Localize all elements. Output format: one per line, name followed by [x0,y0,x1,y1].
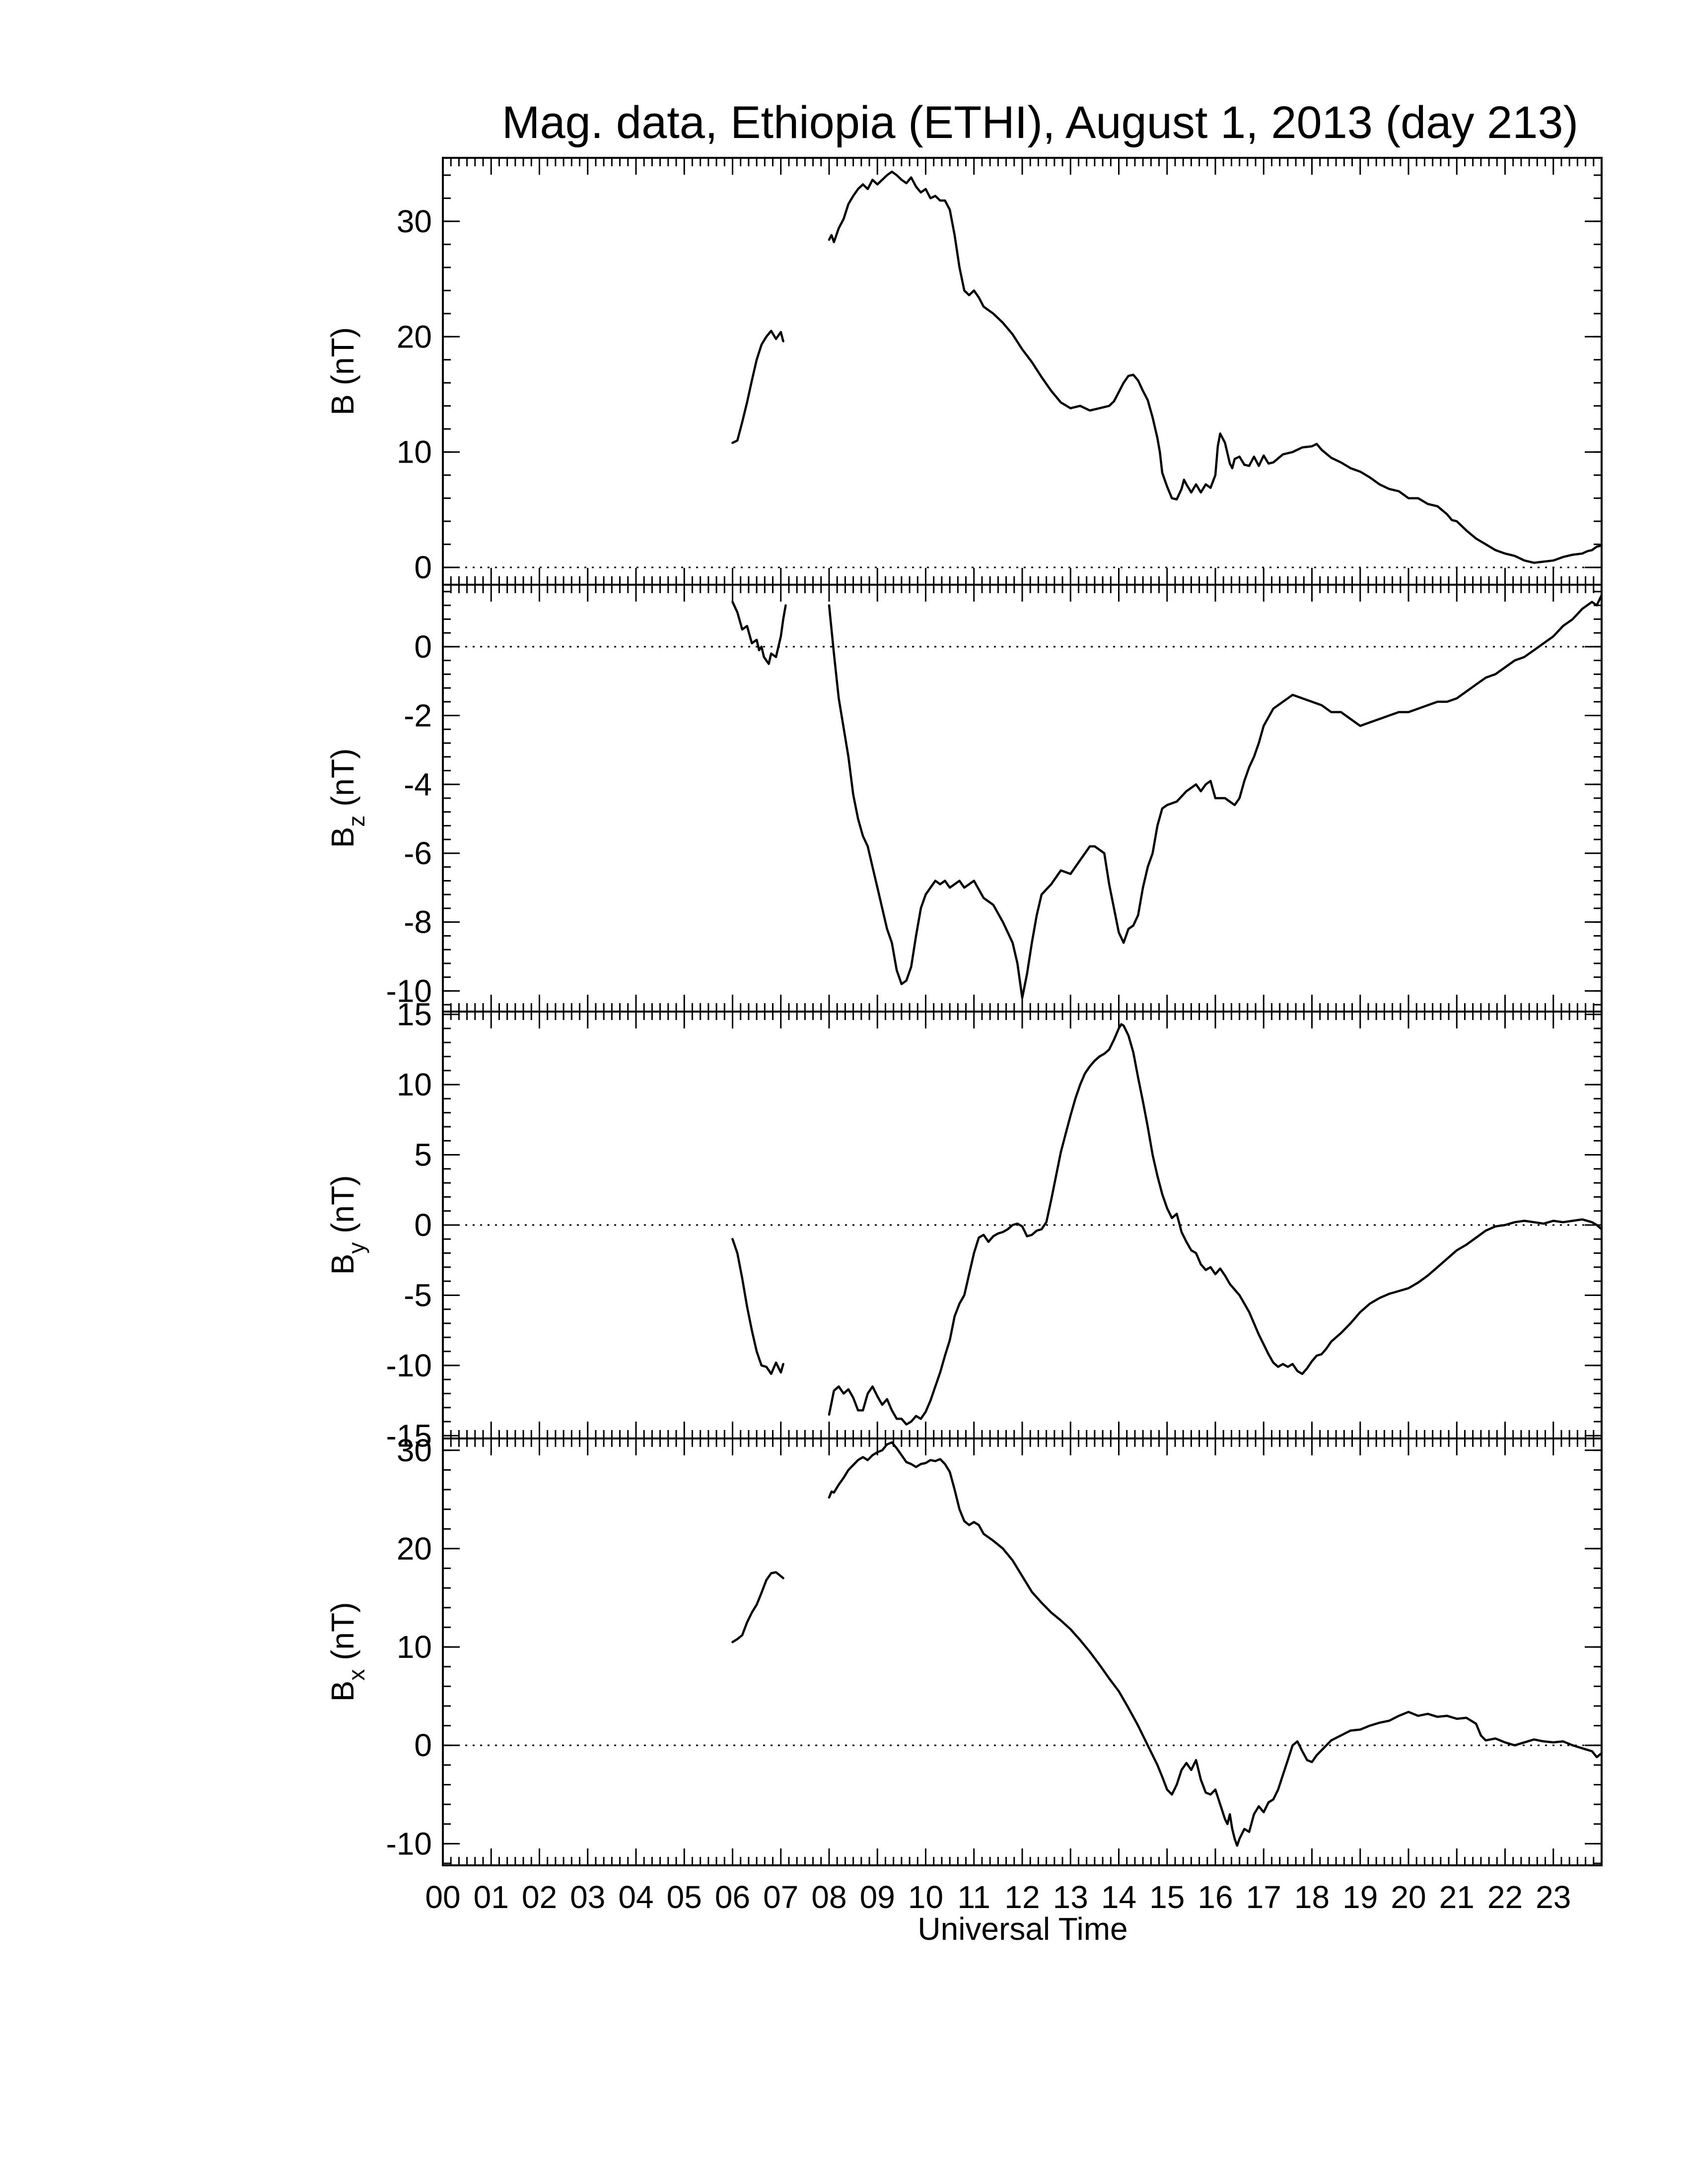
x-tick-label: 11 [958,1879,990,1915]
y-tick-label: 0 [414,549,432,585]
x-tick-label: 20 [1391,1879,1426,1915]
y-tick-label: 5 [414,1137,432,1173]
x-tick-label: 22 [1487,1879,1523,1915]
y-tick-label: -10 [386,1826,432,1861]
x-tick-label: 07 [763,1879,798,1915]
x-tick-label: 03 [570,1879,605,1915]
series-line-bz [731,601,787,665]
panel-by: -15 -10 -5 0 5 10 15 By (nT) [325,997,1603,1453]
x-tick-label: 09 [860,1879,895,1915]
x-tick-label: 19 [1342,1879,1378,1915]
panel-bz: -10 -8 -6 -4 -2 0 Bz (nT) [325,584,1603,1013]
x-tick-label: 00 [425,1879,460,1915]
panel-b: 0 10 20 30 B (nT) [325,157,1603,586]
x-tick-label: 16 [1197,1879,1233,1915]
y-tick-label: -5 [404,1277,432,1313]
y-tick-label: 30 [397,1433,432,1468]
x-tick-label: 04 [618,1879,653,1915]
series-line-b [731,330,784,444]
x-tick-label: 14 [1101,1879,1136,1915]
y-tick-label: 10 [397,434,432,470]
x-tick-label: 13 [1053,1879,1088,1915]
y-tick-label: -10 [386,973,432,1009]
y-tick-label: 10 [397,1629,432,1665]
series-line-b [828,170,1603,564]
y-tick-label: -4 [404,766,432,802]
y-tick-label: 20 [397,1531,432,1567]
y-tick-label: 0 [414,1207,432,1243]
series-line-bx [828,1441,1603,1847]
y-axis-label-bz: Bz (nT) [325,749,369,848]
x-tick-label: 06 [715,1879,750,1915]
x-tick-label: 08 [811,1879,846,1915]
series-line-bx [731,1571,784,1643]
figure-title: Mag. data, Ethiopia (ETHI), August 1, 20… [502,97,1578,148]
x-tick-label: 23 [1536,1879,1571,1915]
y-tick-label: 20 [397,319,432,354]
series-line-by [731,1238,784,1375]
x-tick-label: 05 [667,1879,702,1915]
panel-frame [442,1437,1603,1866]
y-tick-label: 10 [397,1067,432,1102]
y-tick-label: 15 [397,997,432,1032]
x-tick-label: 02 [522,1879,557,1915]
x-tick-label: 10 [908,1879,943,1915]
y-tick-label: 30 [397,204,432,239]
x-tick-label: 17 [1246,1879,1281,1915]
series-line-bz [828,594,1603,999]
y-tick-label: -8 [404,904,432,940]
panel-bx: -10 0 10 20 30 Bx (nT) [325,1433,1603,1866]
y-axis-label-b: B (nT) [325,327,360,415]
y-tick-label: -15 [386,1418,432,1453]
x-tick-label: 18 [1294,1879,1330,1915]
series-line-by [828,1023,1603,1426]
x-tick-label: 21 [1439,1879,1475,1915]
y-tick-label: -6 [404,835,432,871]
y-axis-label-bx: Bx (nT) [325,1602,369,1702]
y-tick-label: -10 [386,1348,432,1383]
x-tick-label: 12 [1004,1879,1040,1915]
y-tick-label: 0 [414,1727,432,1763]
x-tick-label: 01 [474,1879,509,1915]
y-tick-label: -2 [404,698,432,734]
x-axis-label: Universal Time [917,1911,1127,1947]
x-tick-label: 15 [1149,1879,1185,1915]
y-tick-label: 0 [414,629,432,665]
y-axis-label-by: By (nT) [325,1175,369,1275]
